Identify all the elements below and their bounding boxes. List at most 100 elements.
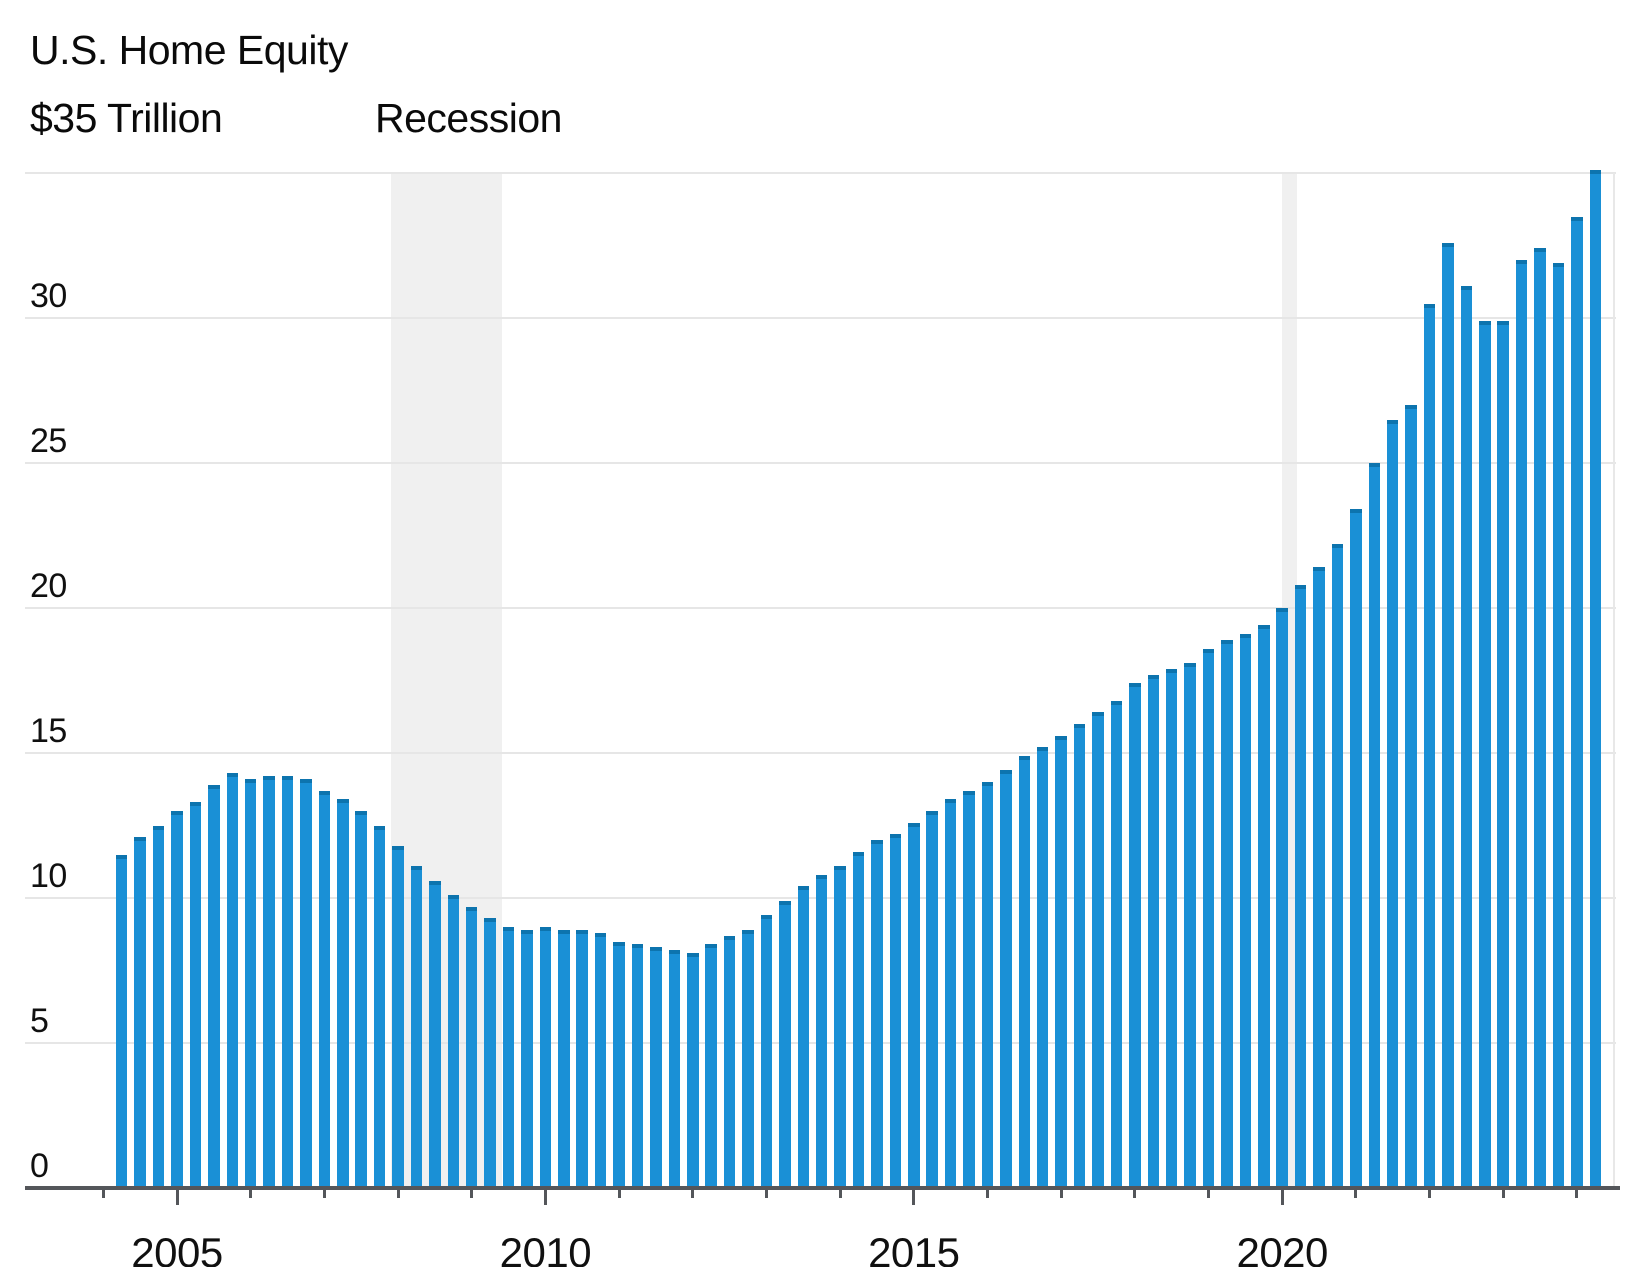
x-axis-minor-tick: [764, 1190, 768, 1198]
bar: [300, 779, 312, 1188]
bar: [1497, 320, 1509, 1188]
bar: [373, 825, 386, 1188]
bar: [613, 941, 625, 1188]
bar: [1239, 634, 1252, 1188]
bar: [1092, 712, 1104, 1188]
bar: [244, 779, 257, 1188]
bar: [852, 851, 865, 1188]
x-axis-minor-tick: [101, 1190, 105, 1198]
bar: [1552, 262, 1565, 1188]
bar: [134, 837, 146, 1188]
bar: [926, 811, 938, 1188]
bar: [189, 802, 202, 1188]
x-axis-minor-tick: [617, 1190, 621, 1198]
bar: [1313, 567, 1325, 1188]
bar: [576, 929, 588, 1188]
bar: [1000, 770, 1012, 1188]
bar: [797, 886, 810, 1188]
x-axis-minor-tick: [1133, 1190, 1137, 1198]
y-gridline: [25, 172, 1616, 174]
bar: [668, 950, 681, 1188]
bar: [281, 776, 294, 1188]
y-gridline: [25, 752, 1616, 754]
bar: [1221, 639, 1233, 1188]
bar: [1386, 419, 1399, 1188]
bar: [1331, 544, 1344, 1188]
bar: [779, 900, 791, 1188]
bar: [1405, 405, 1417, 1188]
bar: [594, 932, 607, 1188]
bar: [1294, 584, 1307, 1188]
chart-title: U.S. Home Equity: [30, 27, 348, 73]
bar: [337, 799, 349, 1188]
bar: [1534, 248, 1546, 1188]
bar: [465, 906, 478, 1188]
bar: [1442, 242, 1454, 1188]
bar: [1423, 303, 1436, 1188]
y-tick-label: 25: [30, 422, 67, 460]
bar: [650, 947, 662, 1188]
y-tick-label: 15: [30, 712, 67, 750]
y-tick-label: 30: [30, 277, 67, 315]
bar: [152, 825, 165, 1188]
x-axis-minor-tick: [1575, 1190, 1579, 1198]
x-axis-major-tick: [175, 1190, 179, 1205]
x-axis-minor-tick: [1501, 1190, 1505, 1198]
y-gridline: [25, 607, 1616, 609]
bar: [1184, 663, 1196, 1188]
bar: [1036, 747, 1049, 1188]
bar: [355, 811, 367, 1188]
x-tick-label: 2020: [1236, 1229, 1328, 1267]
x-axis-line: [25, 1186, 1620, 1190]
x-axis-minor-tick: [1354, 1190, 1358, 1198]
recession-band: [390, 173, 502, 1188]
bar: [1202, 648, 1215, 1188]
bar: [760, 915, 773, 1188]
bar: [1258, 625, 1270, 1188]
bar: [1276, 608, 1288, 1188]
x-tick-label: 2010: [499, 1229, 592, 1267]
bar: [1018, 755, 1031, 1188]
bar: [981, 782, 994, 1188]
x-tick-label: 2015: [868, 1229, 960, 1267]
y-tick-label: 5: [30, 1002, 49, 1040]
bar: [1165, 668, 1178, 1188]
bar: [115, 854, 128, 1188]
x-axis-major-tick: [543, 1190, 547, 1205]
bar: [1110, 700, 1123, 1188]
bar: [834, 866, 846, 1188]
y-tick-label: 10: [30, 857, 67, 895]
recession-legend-label: Recession: [375, 95, 562, 141]
bar: [815, 874, 828, 1188]
bar: [1571, 216, 1583, 1188]
bar: [539, 927, 552, 1188]
bar: [410, 866, 423, 1188]
x-axis-minor-tick: [691, 1190, 695, 1198]
y-tick-label: 0: [30, 1147, 49, 1185]
bar: [392, 845, 404, 1188]
bar: [742, 929, 754, 1188]
bar: [484, 918, 496, 1188]
bar: [1460, 286, 1473, 1188]
x-axis-minor-tick: [396, 1190, 400, 1198]
x-axis-major-tick: [1280, 1190, 1284, 1205]
x-axis-minor-tick: [249, 1190, 253, 1198]
bar: [1147, 674, 1159, 1188]
bar: [1515, 260, 1528, 1188]
bar: [1589, 170, 1602, 1188]
bar: [1368, 463, 1381, 1188]
bar: [558, 929, 570, 1188]
bar: [944, 799, 957, 1188]
bar: [318, 790, 331, 1188]
bar: [429, 880, 441, 1188]
bar: [687, 953, 699, 1188]
y-tick-label: 20: [30, 567, 67, 605]
bar: [226, 773, 238, 1188]
plot-right-border: [1613, 173, 1615, 1188]
bar: [963, 790, 975, 1188]
bar: [1350, 509, 1362, 1188]
bar: [502, 927, 515, 1188]
x-axis-major-tick: [912, 1190, 916, 1205]
